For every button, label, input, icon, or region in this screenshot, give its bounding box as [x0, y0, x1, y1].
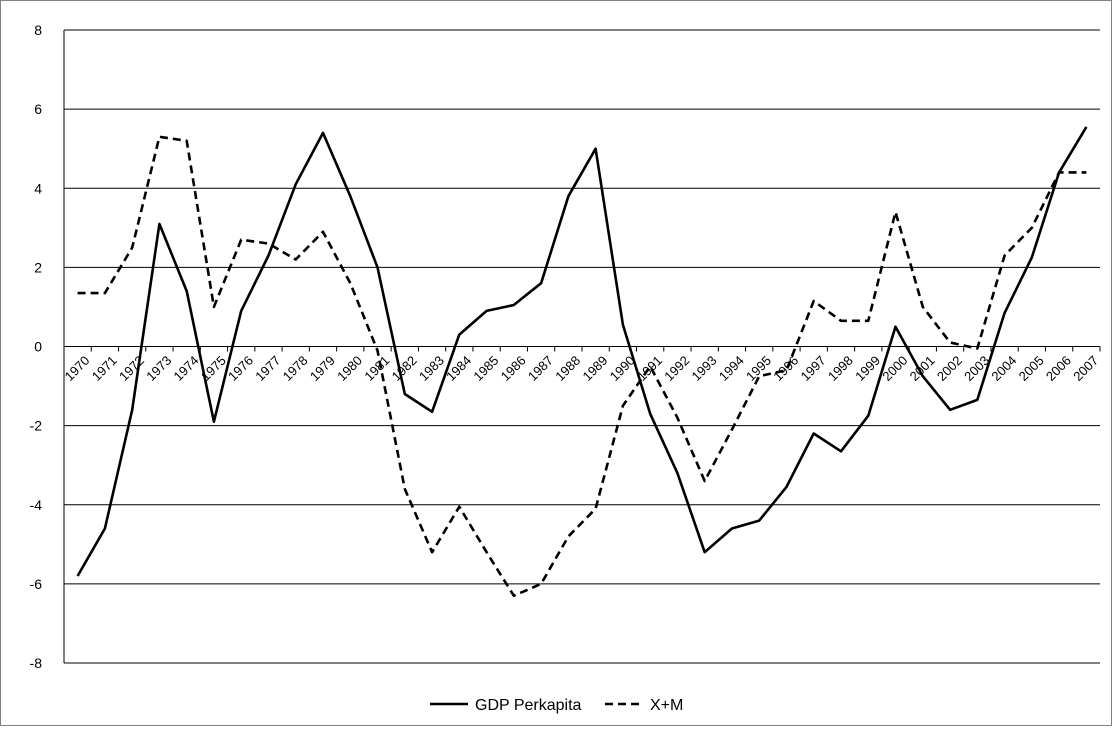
y-tick-label: 8 — [34, 22, 42, 38]
y-tick-label: 6 — [34, 101, 42, 117]
y-tick-label: -8 — [30, 655, 43, 671]
y-tick-label: -6 — [30, 576, 43, 592]
legend-label: X+M — [650, 697, 683, 714]
y-tick-label: -4 — [30, 497, 43, 513]
y-tick-label: -2 — [30, 418, 43, 434]
legend-label: GDP Perkapita — [475, 697, 582, 714]
y-tick-label: 4 — [34, 180, 42, 196]
y-tick-label: 2 — [34, 259, 42, 275]
y-tick-label: 0 — [34, 339, 42, 355]
